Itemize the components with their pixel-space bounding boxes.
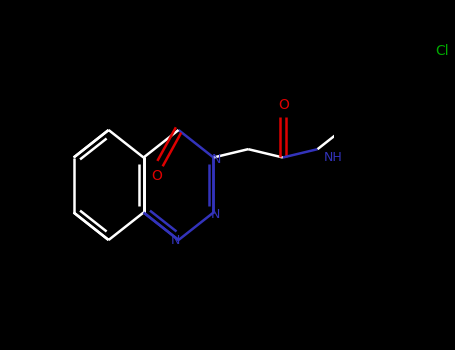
Text: O: O bbox=[152, 169, 162, 183]
Text: O: O bbox=[278, 98, 289, 112]
Text: Cl: Cl bbox=[435, 44, 449, 58]
Text: N: N bbox=[212, 153, 221, 166]
Text: NH: NH bbox=[324, 150, 342, 164]
Text: N: N bbox=[210, 208, 220, 221]
Text: N: N bbox=[171, 234, 180, 247]
